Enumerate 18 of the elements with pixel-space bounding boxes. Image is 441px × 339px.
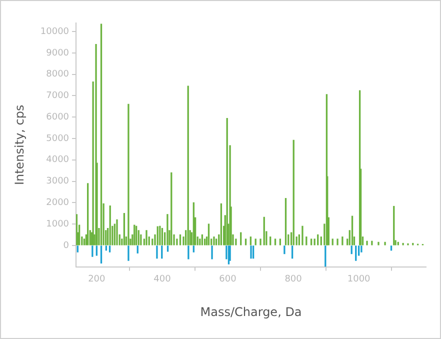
- y-tick-label: 0: [63, 240, 70, 251]
- y-axis-title: Intensity, cps: [12, 104, 26, 186]
- y-tick-label: 3000: [46, 176, 70, 187]
- x-tick-label: 1000: [347, 274, 371, 285]
- y-tick-label: 4000: [46, 155, 70, 166]
- x-tick-label: 400: [154, 274, 172, 285]
- y-tick-label: 6000: [46, 112, 70, 122]
- x-tick-label: 200: [88, 274, 106, 285]
- x-axis-title: Mass/Charge, Da: [200, 304, 302, 319]
- x-tick-label: 600: [219, 274, 237, 285]
- y-tick-label: 8000: [46, 70, 70, 80]
- y-tick-label: 10000: [40, 26, 70, 37]
- y-tick-label: 5000: [46, 134, 70, 144]
- y-tick-label: 1000: [46, 219, 70, 230]
- y-tick-label: 9000: [46, 48, 70, 58]
- y-tick-label: 7000: [46, 91, 70, 102]
- y-tick-label: 2000: [46, 198, 70, 208]
- x-tick-label: 800: [284, 274, 302, 285]
